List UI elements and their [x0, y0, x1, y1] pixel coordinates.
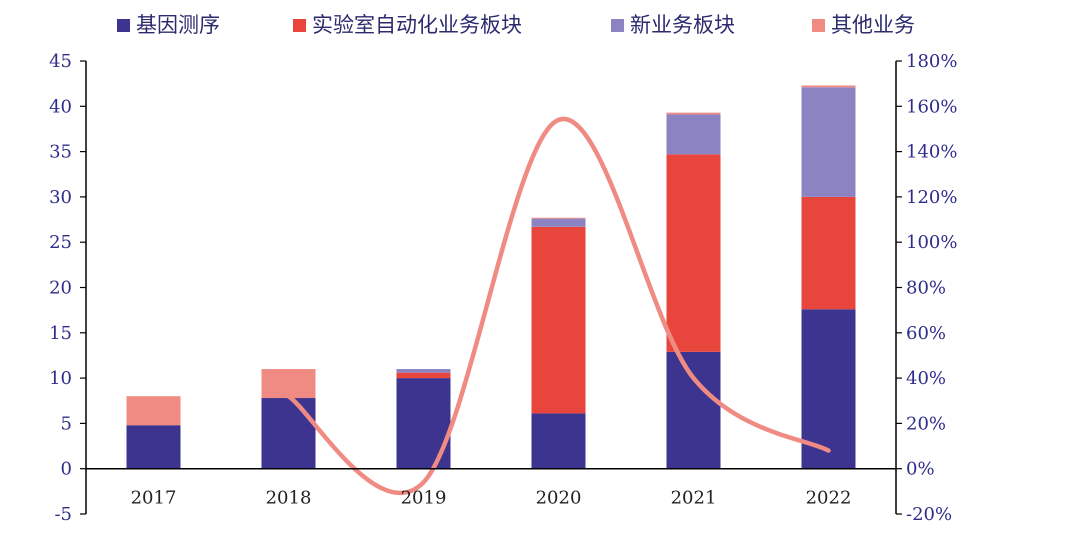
- right-tick-label: 80%: [906, 278, 946, 299]
- right-tick-label: -20%: [906, 504, 952, 525]
- left-tick-label: 15: [49, 323, 72, 344]
- left-tick-label: 10: [49, 368, 72, 389]
- bar-2022-series-3: [801, 85, 856, 88]
- bar-2019-series-0: [396, 378, 451, 469]
- right-tick-label: 60%: [906, 323, 946, 344]
- left-tick-label: 25: [49, 232, 72, 253]
- bar-2018-series-3: [261, 369, 316, 399]
- x-tick-label-2021: 2021: [671, 488, 717, 509]
- bar-2017-series-3: [126, 396, 181, 426]
- legend-label-1: 实验室自动化业务板块: [312, 13, 522, 37]
- bars: [126, 85, 856, 469]
- bar-2020-series-1: [531, 226, 586, 414]
- right-tick-label: 100%: [906, 232, 957, 253]
- right-tick-label: 180%: [906, 51, 957, 72]
- bar-2021-series-2: [666, 114, 721, 155]
- right-tick-label: 120%: [906, 187, 957, 208]
- bar-2020-series-3: [531, 217, 586, 219]
- x-tick-label-2018: 2018: [266, 488, 312, 509]
- bar-2018-series-0: [261, 398, 316, 469]
- x-tick-label-2019: 2019: [401, 488, 447, 509]
- legend: 基因测序 实验室自动化业务板块 新业务板块 其他业务: [117, 13, 915, 37]
- bar-2020-series-2: [531, 218, 586, 227]
- legend-label-3: 其他业务: [831, 13, 915, 37]
- right-tick-label: 0%: [906, 459, 935, 480]
- bar-2019-series-1: [396, 372, 451, 379]
- growth-line-layer: [286, 116, 831, 495]
- legend-swatch-1: [293, 19, 306, 32]
- left-tick-label: -5: [54, 504, 72, 525]
- left-tick-label: 30: [49, 187, 72, 208]
- bar-2022-series-2: [801, 87, 856, 197]
- bar-2021-series-1: [666, 154, 721, 352]
- legend-label-0: 基因测序: [136, 13, 220, 37]
- x-tick-label-2020: 2020: [536, 488, 582, 509]
- bar-2020-series-0: [531, 413, 586, 469]
- bar-2021-series-3: [666, 112, 721, 115]
- axes: 45 40 35 30 25 20 15 10 5 0 -5 180% 160% 140% 120% 100%…: [49, 51, 957, 525]
- x-tick-label-2017: 2017: [131, 488, 177, 509]
- right-tick-label: 20%: [906, 413, 946, 434]
- legend-label-2: 新业务板块: [630, 13, 735, 37]
- left-tick-label: 0: [61, 459, 72, 480]
- right-tick-label: 140%: [906, 142, 957, 163]
- left-tick-label: 40: [49, 96, 72, 117]
- right-tick-label: 40%: [906, 368, 946, 389]
- x-tick-label-2022: 2022: [806, 488, 852, 509]
- bar-2022-series-1: [801, 196, 856, 310]
- growth-line: [286, 116, 831, 495]
- left-tick-label: 35: [49, 142, 72, 163]
- right-tick-label: 160%: [906, 96, 957, 117]
- left-tick-label: 5: [61, 413, 72, 434]
- legend-swatch-0: [117, 19, 130, 32]
- legend-swatch-2: [611, 19, 624, 32]
- left-tick-label: 20: [49, 278, 72, 299]
- bar-2019-series-2: [396, 369, 451, 373]
- bar-2017-series-0: [126, 425, 181, 469]
- bar-2021-series-0: [666, 351, 721, 469]
- legend-swatch-3: [812, 19, 825, 32]
- left-tick-label: 45: [49, 51, 72, 72]
